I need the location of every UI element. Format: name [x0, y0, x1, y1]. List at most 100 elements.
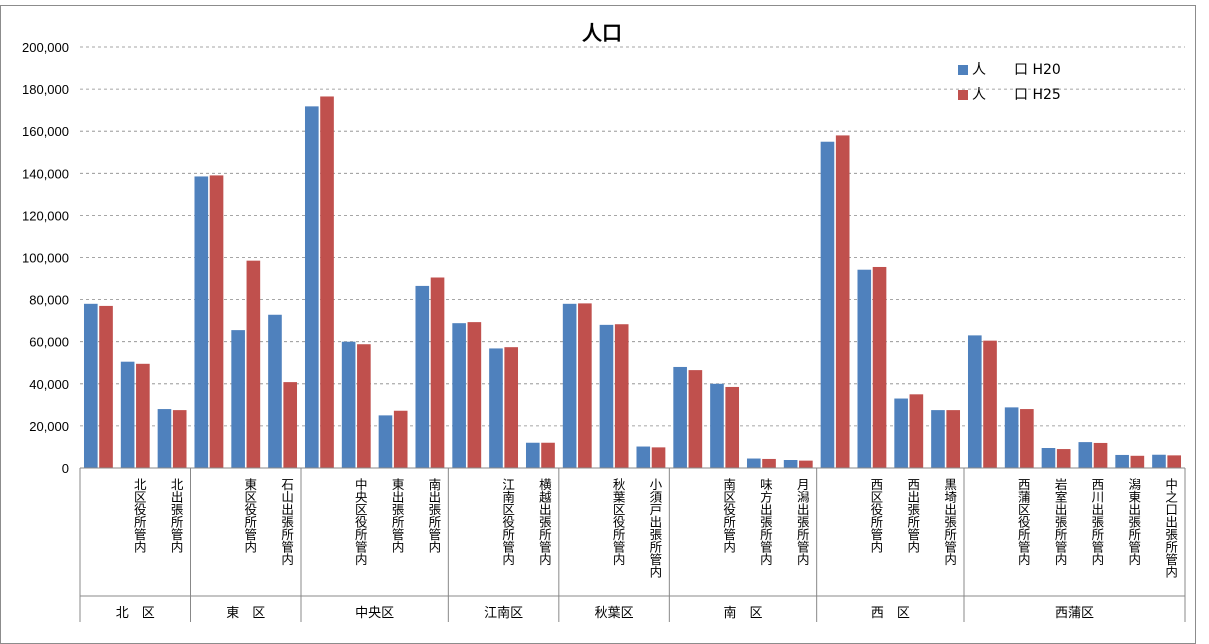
- y-tick-label: 60,000: [29, 335, 69, 350]
- y-axis-ticks: 0 20,000 40,000 60,000 80,000 100,000 120,000 1…: [22, 40, 69, 476]
- bar-h20: [194, 176, 209, 468]
- chart-title: 人口: [582, 21, 622, 45]
- bar-h20: [525, 442, 540, 468]
- bar-h20: [931, 410, 945, 468]
- group-label: 秋葉区: [595, 606, 634, 621]
- bar-h20: [415, 285, 430, 468]
- bar-h25: [136, 363, 150, 468]
- bar-h25: [799, 460, 813, 468]
- bar-h20: [120, 361, 135, 468]
- bar-h25: [283, 382, 298, 468]
- bar-h20: [967, 335, 982, 468]
- group-label: 中央区: [355, 606, 394, 621]
- bar-h20: [1152, 454, 1166, 468]
- bar-h20: [820, 141, 835, 468]
- bar-h20: [1078, 442, 1093, 468]
- bar-h25: [209, 175, 224, 468]
- bar-h25: [688, 370, 703, 468]
- bar-h20: [1004, 407, 1019, 468]
- legend-label-h20: 人 口 H20: [972, 62, 1061, 78]
- category-label: 横越出張所管内: [537, 478, 552, 566]
- bar-h25: [872, 266, 887, 468]
- bar-h25: [320, 96, 334, 468]
- bar-h20: [599, 324, 614, 468]
- bar-h25: [946, 410, 961, 468]
- category-label: 南出張所管内: [426, 477, 441, 553]
- category-label: 中央区役所管内: [353, 477, 368, 566]
- bar-h20: [894, 398, 908, 468]
- category-labels: 北区役所管内 北出張所管内 東区役所管内 石山出張所管内 中央区役所管内 東出張所管内 南出…: [132, 477, 1178, 578]
- y-tick-label: 140,000: [22, 166, 69, 181]
- y-tick-label: 180,000: [22, 82, 69, 97]
- category-label: 岩室出張所管内: [1053, 477, 1068, 566]
- category-label: 西出張所管内: [905, 478, 920, 553]
- bar-h20: [710, 383, 724, 468]
- y-tick-label: 20,000: [29, 419, 69, 434]
- category-label: 西区役所管内: [868, 478, 883, 553]
- bar-h20: [1041, 448, 1056, 468]
- bar-h20: [378, 415, 393, 468]
- group-label: 西 区: [871, 606, 910, 621]
- category-label: 北出張所管内: [169, 478, 184, 553]
- legend: 人 口 H20 人 口 H25: [958, 62, 1061, 103]
- bar-h25: [357, 344, 371, 468]
- bar-h20: [746, 458, 761, 468]
- y-tick-label: 40,000: [29, 377, 69, 392]
- group-label: 東 区: [226, 605, 265, 621]
- bar-h25: [1020, 409, 1034, 468]
- legend-label-h25: 人 口 H25: [972, 87, 1061, 103]
- category-label: 北区役所管内: [132, 478, 147, 553]
- group-labels: 北 区 東 区 中央区 江南区 秋葉区 南 区 西 区 西蒲区: [116, 605, 1094, 621]
- bar-h25: [430, 277, 445, 468]
- y-tick-label: 0: [62, 461, 69, 476]
- bar-h25: [1093, 442, 1108, 468]
- group-label: 南 区: [723, 605, 762, 621]
- bar-h20: [783, 460, 798, 468]
- category-label: 東出張所管内: [390, 478, 405, 553]
- category-label: 江南区役所管内: [500, 478, 515, 566]
- bar-h20: [231, 330, 245, 468]
- group-label: 江南区: [484, 605, 523, 621]
- bar-h20: [1115, 454, 1129, 468]
- y-tick-label: 80,000: [29, 293, 69, 308]
- legend-swatch-h25: [958, 90, 968, 100]
- bar-h25: [467, 322, 482, 468]
- bar-h25: [909, 394, 924, 468]
- bar-h20: [157, 409, 172, 468]
- y-tick-label: 120,000: [22, 208, 69, 223]
- grid-lines: [80, 46, 1185, 427]
- y-tick-label: 100,000: [22, 251, 69, 266]
- bar-h25: [983, 340, 997, 468]
- category-label: 秋葉区役所管内: [611, 478, 626, 566]
- category-label: 月潟出張所管内: [795, 478, 810, 566]
- bar-h20: [489, 348, 503, 468]
- bar-h25: [762, 458, 776, 468]
- category-label: 中之口出張所管内: [1163, 477, 1178, 578]
- bar-h25: [725, 386, 740, 468]
- bars: [83, 96, 1182, 469]
- bar-h20: [268, 314, 282, 468]
- category-label: 東区役所管内: [242, 478, 257, 553]
- bar-h25: [835, 135, 850, 468]
- bar-h25: [246, 260, 261, 468]
- bar-h20: [304, 106, 319, 469]
- category-label: 小須戸出張所管内: [647, 478, 662, 578]
- category-label: 石山出張所管内: [279, 478, 294, 566]
- x-axis: [79, 467, 1186, 622]
- legend-swatch-h20: [958, 65, 968, 75]
- bar-h20: [341, 341, 356, 468]
- bar-h25: [614, 324, 629, 468]
- bar-h25: [1167, 455, 1182, 468]
- bar-h20: [562, 303, 577, 468]
- bar-h25: [99, 305, 113, 468]
- bar-h25: [393, 410, 408, 468]
- category-label: 味方出張所管内: [758, 478, 773, 566]
- bar-h25: [578, 303, 592, 468]
- category-label: 潟東出張所管内: [1126, 478, 1141, 566]
- bar-h20: [83, 303, 98, 468]
- bar-h25: [651, 447, 666, 468]
- bar-h20: [673, 366, 687, 468]
- category-label: 黒埼出張所管内: [942, 478, 957, 566]
- y-tick-label: 200,000: [22, 40, 69, 55]
